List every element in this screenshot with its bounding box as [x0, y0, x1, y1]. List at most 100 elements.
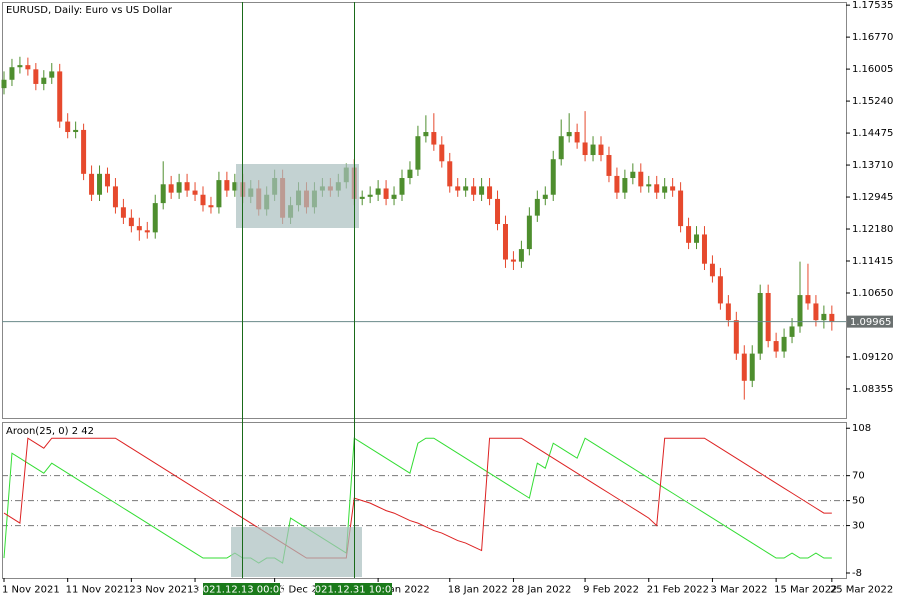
price-label-box — [847, 315, 893, 328]
candle-body — [431, 132, 437, 145]
candle-body — [614, 175, 620, 193]
x-tick-label: 15 Dec 2021 — [273, 585, 337, 596]
y-tick-label: 1.12180 — [852, 224, 893, 235]
candle-body — [144, 230, 150, 233]
x-tick-label: 23 Nov 2021 — [129, 585, 193, 596]
aroon-line — [3, 437, 832, 559]
candle-body — [749, 353, 755, 381]
candle-body — [383, 188, 389, 199]
candle-body — [112, 186, 118, 208]
candle-body — [41, 77, 47, 84]
candle-body — [152, 203, 158, 233]
candle-body — [574, 132, 580, 143]
candle-body — [208, 205, 214, 208]
y-tick-label: 1.09120 — [852, 352, 893, 363]
candle-body — [81, 129, 87, 174]
candle-body — [717, 276, 723, 304]
candle-body — [526, 215, 532, 250]
candle-body — [399, 178, 405, 195]
candle-body — [97, 173, 103, 195]
x-tick-label: 18 Jan 2022 — [448, 585, 508, 596]
candle-body — [773, 341, 779, 352]
y-tick-label: 108 — [852, 423, 871, 434]
candle-body — [439, 144, 445, 162]
chart-title: EURUSD, Daily: Euro vs US Dollar — [6, 5, 173, 16]
candle-body — [757, 292, 763, 354]
cursor-label: 2021.12.31 10:01 — [308, 585, 397, 596]
candle-body — [781, 336, 787, 352]
y-tick-label: 1.12945 — [852, 192, 893, 203]
candle-body — [25, 65, 31, 70]
candle-body — [423, 132, 429, 137]
y-tick-label: 1.13710 — [852, 160, 893, 171]
x-tick-label: 28 Jan 2022 — [511, 585, 571, 596]
candle-body — [232, 182, 238, 191]
candle-body — [17, 65, 23, 68]
candle-body — [566, 132, 572, 137]
y-tick-label: 1.10650 — [852, 288, 893, 299]
cursor-label: 2021.12.13 00:00 — [196, 585, 285, 596]
candle-body — [725, 303, 731, 321]
x-tick-label: 1 Nov 2021 — [2, 585, 60, 596]
candle-body — [359, 196, 365, 199]
candle-body — [479, 186, 485, 195]
price-label: 1.09965 — [850, 317, 891, 328]
candle-body — [391, 194, 397, 199]
x-tick-label: 15 Mar 2022 — [774, 585, 837, 596]
candle-body — [678, 190, 684, 227]
candle-body — [89, 173, 95, 195]
candle-body — [558, 136, 564, 160]
y-tick-label: 1.08355 — [852, 384, 893, 395]
candle-body — [662, 186, 668, 193]
y-tick-label: 50 — [852, 496, 865, 507]
candle-body — [630, 171, 636, 179]
candle-body — [168, 184, 174, 193]
candle-body — [49, 71, 55, 78]
candle-body — [813, 303, 819, 321]
candle-body — [9, 67, 15, 80]
candle-body — [463, 186, 469, 191]
candle-body — [216, 180, 222, 208]
candle-body — [590, 144, 596, 156]
candle-body — [534, 198, 540, 216]
candle-body — [709, 263, 715, 277]
y-tick-label: 1.11415 — [852, 256, 893, 267]
candle-body — [502, 224, 508, 260]
x-tick-label: 21 Feb 2022 — [647, 585, 709, 596]
candle-body — [638, 171, 644, 187]
candle-body — [686, 226, 692, 243]
candle-body — [73, 129, 79, 133]
y-tick-label: 1.17535 — [852, 0, 893, 11]
candle-body — [805, 295, 811, 304]
candle-body — [542, 194, 548, 199]
x-tick-label: 9 Feb 2022 — [583, 585, 639, 596]
price-panel — [2, 2, 847, 419]
x-tick-label: 25 Mar 2022 — [830, 585, 893, 596]
y-tick-label: -8 — [852, 568, 862, 579]
candle-body — [415, 136, 421, 170]
aroon-line — [3, 437, 832, 564]
candle-body — [200, 194, 206, 206]
candle-body — [789, 326, 795, 337]
candle-body — [670, 186, 676, 191]
y-tick-label: 1.16770 — [852, 32, 893, 43]
candle-body — [160, 184, 166, 204]
cursor-label-box — [203, 583, 280, 595]
candle-body — [654, 184, 660, 193]
candle-body — [375, 188, 381, 195]
candle-body — [582, 142, 588, 156]
candle-body — [184, 182, 190, 191]
candle-body — [455, 186, 461, 191]
candle-body — [471, 186, 477, 195]
candle-body — [136, 226, 142, 231]
candle-body — [447, 161, 453, 187]
x-tick-label: 5 Jan 2022 — [376, 585, 430, 596]
candle-body — [741, 353, 747, 381]
x-tick-label: 3 Mar 2022 — [710, 585, 767, 596]
candle-body — [57, 71, 63, 122]
candle-body — [65, 121, 71, 133]
candle-body — [104, 173, 110, 187]
selection-box — [236, 164, 359, 228]
candle-body — [518, 249, 524, 262]
